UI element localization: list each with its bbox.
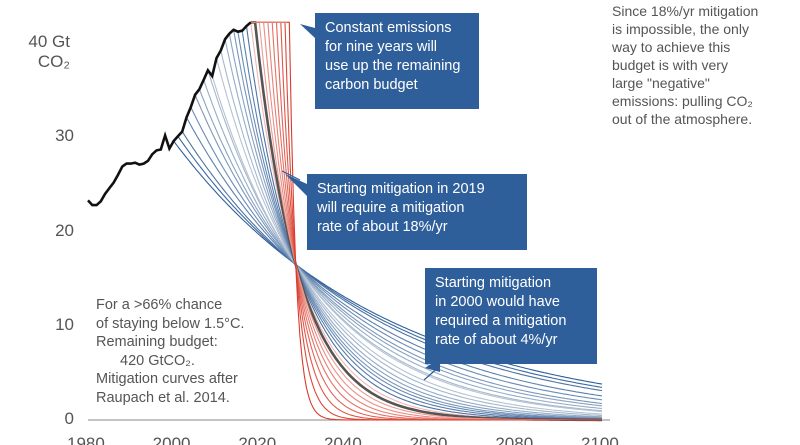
- callout-mitigation-2019: Starting mitigation in 2019 will require…: [307, 174, 527, 250]
- callout-line: Starting mitigation: [435, 275, 552, 291]
- mitigation-curve-2002: [181, 131, 603, 392]
- note-line: of staying below 1.5°C.: [96, 315, 245, 332]
- x-tick-label: 2040: [324, 434, 362, 445]
- y-tick-label: 20: [55, 220, 74, 240]
- callout-leader-2019: [281, 170, 301, 181]
- historical-emissions-line: [87, 21, 252, 207]
- note-line: large "negative": [612, 75, 710, 91]
- unit-label-line-2: CO₂: [37, 52, 70, 71]
- mitigation-curve-2004: [190, 106, 603, 401]
- y-tick-label: 30: [55, 126, 74, 146]
- callout-line: use up the remaining: [325, 58, 461, 74]
- mitigation-curve-2001: [177, 135, 603, 388]
- mitigation-curve-2005: [194, 94, 603, 405]
- note-line: is impossible, the only: [612, 21, 749, 37]
- mitigation-curve-2010: [215, 57, 603, 415]
- note-line: Mitigation curves after: [96, 371, 238, 387]
- x-tick-label: 2000: [152, 434, 191, 445]
- note-line: emissions: pulling CO₂: [612, 93, 753, 109]
- y-tick-label: 0: [64, 409, 74, 428]
- note-negative-emissions: Since 18%/yr mitigation is impossible, t…: [612, 2, 798, 128]
- callout-line: will require a mitigation: [317, 200, 465, 216]
- unit-label-line-1: 40 Gt: [28, 32, 70, 51]
- callout-line: Starting mitigation in 2019: [317, 181, 485, 197]
- mitigation-curve-2000: [173, 140, 603, 385]
- note-line: budget is with very: [612, 57, 728, 73]
- callout-line: in 2000 would have: [435, 294, 560, 310]
- callout-line: rate of about 4%/yr: [435, 332, 558, 348]
- x-tick-label: 2100: [581, 434, 619, 445]
- mitigation-curve-2011: [220, 50, 603, 417]
- mitigation-curves: [173, 21, 603, 422]
- note-line: Raupach et al. 2014.: [96, 389, 230, 406]
- mitigation-curve-2009: [211, 75, 603, 413]
- mitigation-curve-2003: [186, 117, 603, 397]
- mitigation-curve-2027: [250, 21, 602, 421]
- note-remaining-budget: For a >66% chance of staying below 1.5°C…: [96, 296, 296, 407]
- callout-constant-emissions: Constant emissions for nine years will u…: [315, 13, 479, 109]
- callout-line: required a mitigation: [435, 313, 567, 329]
- x-tick-label: 2080: [495, 434, 534, 445]
- callout-line: carbon budget: [325, 77, 418, 93]
- note-line: Remaining budget:: [96, 334, 218, 350]
- note-line: 420 GtCO₂.: [120, 352, 195, 369]
- callout-line: for nine years will: [325, 39, 438, 55]
- x-tick-label: 2020: [238, 434, 277, 445]
- callout-line: Constant emissions: [325, 20, 452, 36]
- mitigation-curve-2007: [203, 79, 603, 410]
- y-axis-unit-label: 40 Gt CO₂: [0, 32, 70, 72]
- note-line: way to achieve this: [612, 39, 731, 55]
- callout-line: rate of about 18%/yr: [317, 219, 448, 235]
- x-tick-label: 1980: [67, 434, 105, 445]
- x-tick-label: 2060: [409, 434, 448, 445]
- note-line: out of the atmosphere.: [612, 111, 753, 127]
- mitigation-curve-2006: [198, 89, 603, 407]
- callout-mitigation-2000: Starting mitigation in 2000 would have r…: [425, 268, 597, 364]
- note-line: Since 18%/yr mitigation: [612, 3, 759, 19]
- callout-pointer-constant: [300, 24, 315, 38]
- note-line: For a >66% chance: [96, 297, 223, 313]
- callout-pointer-2019: [285, 174, 307, 196]
- callout-leader-2000: [423, 365, 441, 381]
- y-tick-label: 10: [55, 314, 74, 334]
